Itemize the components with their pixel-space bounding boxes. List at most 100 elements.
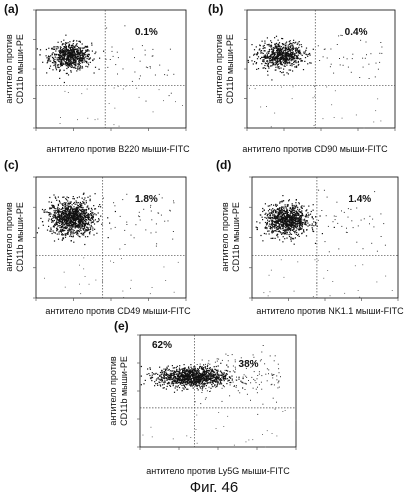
event-dot [196, 374, 197, 375]
event-dot [56, 223, 57, 224]
event-dot-sparse [134, 57, 135, 58]
event-dot [84, 204, 85, 205]
event-dot [80, 48, 81, 49]
event-dot-sparse [140, 75, 141, 76]
event-dot-sparse [385, 245, 386, 246]
event-dot-sparse [261, 359, 262, 360]
event-dot-sparse [65, 91, 66, 92]
event-dot-sparse [235, 359, 236, 360]
event-dot [263, 53, 264, 54]
event-dot [182, 374, 183, 375]
event-dot [55, 215, 56, 216]
event-dot-sparse [150, 66, 151, 67]
event-dot-sparse [370, 53, 371, 54]
event-dot-sparse [221, 377, 222, 378]
event-dot [65, 198, 66, 199]
event-dot-sparse [230, 384, 231, 385]
event-dot [296, 67, 297, 68]
event-dot [269, 221, 270, 222]
event-dot [301, 217, 302, 218]
quadrant-percent-label: 1.8% [135, 194, 158, 205]
event-dot [65, 202, 66, 203]
event-dot [276, 63, 277, 64]
event-dot [80, 63, 81, 64]
event-dot [72, 67, 73, 68]
event-dot [158, 378, 159, 379]
event-dot [279, 225, 280, 226]
event-dot [180, 383, 181, 384]
event-dot [285, 227, 286, 228]
event-dot-sparse [268, 373, 269, 374]
event-dot [221, 383, 222, 384]
y-axis-label-line2: CD11b мыши-PE [231, 202, 241, 272]
event-dot-sparse [119, 126, 120, 127]
event-dot [76, 70, 77, 71]
event-dot [83, 232, 84, 233]
event-dot [66, 62, 67, 63]
event-dot [197, 388, 198, 389]
event-dot-sparse [131, 280, 132, 281]
event-dot [58, 61, 59, 62]
event-dot [72, 227, 73, 228]
event-dot [60, 202, 61, 203]
event-dot [297, 49, 298, 50]
event-dot [193, 388, 194, 389]
event-dot [287, 225, 288, 226]
event-dot [279, 231, 280, 232]
event-dot-sparse [385, 276, 386, 277]
event-dot-sparse [245, 376, 246, 377]
event-dot [71, 232, 72, 233]
event-dot [301, 46, 302, 47]
event-dot [179, 387, 180, 388]
event-dot [199, 380, 200, 381]
event-dot [80, 65, 81, 66]
event-dot [87, 49, 88, 50]
event-dot [272, 57, 273, 58]
event-dot [94, 58, 95, 59]
event-dot [172, 381, 173, 382]
event-dot [305, 216, 306, 217]
event-dot [258, 68, 259, 69]
event-dot [195, 373, 196, 374]
event-dot [188, 366, 189, 367]
event-dot [296, 212, 297, 213]
event-dot [63, 54, 64, 55]
event-dot [268, 65, 269, 66]
event-dot [64, 206, 65, 207]
event-dot-sparse [68, 92, 69, 93]
event-dot [195, 380, 196, 381]
event-dot [70, 234, 71, 235]
event-dot-sparse [207, 377, 208, 378]
event-dot-sparse [315, 259, 316, 260]
event-dot [141, 384, 142, 385]
event-dot [278, 212, 279, 213]
event-dot [62, 52, 63, 53]
event-dot [74, 211, 75, 212]
event-dot [178, 382, 179, 383]
event-dot [71, 231, 72, 232]
event-dot [90, 200, 91, 201]
event-dot [262, 217, 263, 218]
event-dot-sparse [140, 220, 141, 221]
event-dot [187, 382, 188, 383]
event-dot [50, 228, 51, 229]
event-dot [315, 223, 316, 224]
event-dot [217, 370, 218, 371]
event-dot [73, 46, 74, 47]
event-dot [290, 58, 291, 59]
event-dot-sparse [143, 209, 144, 210]
event-dot [204, 384, 205, 385]
event-dot [307, 220, 308, 221]
event-dot [289, 59, 290, 60]
event-dot [272, 222, 273, 223]
event-dot [275, 230, 276, 231]
event-dot [69, 228, 70, 229]
event-dot [293, 58, 294, 59]
event-dot [217, 384, 218, 385]
event-dot [275, 205, 276, 206]
event-dot [84, 216, 85, 217]
event-dot [267, 71, 268, 72]
event-dot [304, 61, 305, 62]
event-dot-sparse [284, 277, 285, 278]
event-dot [55, 197, 56, 198]
